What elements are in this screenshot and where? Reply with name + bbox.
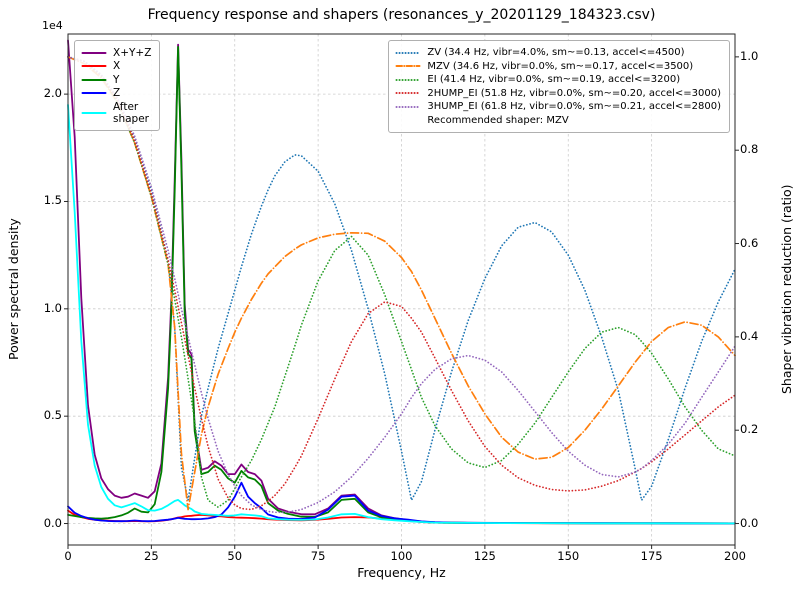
legend-line-sample [81, 51, 107, 54]
legend-label-z: Z [113, 87, 121, 99]
legend-item-3hump_ei: 3HUMP_EI (61.8 Hz, vibr=0.0%, sm~=0.21, … [395, 101, 721, 113]
y-left-tick-label: 1.5 [43, 193, 62, 208]
y-left-offset-text: 1e4 [42, 19, 63, 32]
legend-line-sample [81, 92, 107, 94]
curve-mzv [67, 56, 736, 511]
x-tick-label: 100 [390, 549, 413, 563]
legend-item-y: Y [81, 74, 151, 86]
legend-label-x: X [113, 60, 121, 72]
y-right-tick-label: 0.4 [740, 328, 759, 343]
y-left-tick-label: 2.0 [43, 86, 62, 101]
legend-item-mzv: MZV (34.6 Hz, vibr=0.0%, sm~=0.17, accel… [395, 60, 721, 72]
legend-item-ei: EI (41.4 Hz, vibr=0.0%, sm~=0.19, accel<… [395, 74, 721, 86]
legend-label-2hump_ei: 2HUMP_EI (51.8 Hz, vibr=0.0%, sm~=0.20, … [427, 87, 721, 99]
legend-label-xyz: X+Y+Z [113, 46, 152, 59]
y-right-tick-label: 0.6 [740, 235, 759, 250]
shaper-legend: ZV (34.4 Hz, vibr=4.0%, sm~=0.13, accel<… [388, 40, 730, 133]
legend-label-zv: ZV (34.4 Hz, vibr=4.0%, sm~=0.13, accel<… [427, 47, 685, 58]
x-tick-label: 175 [640, 549, 663, 563]
legend-line-sample [395, 65, 421, 67]
curve-ei [67, 56, 736, 509]
legend-item-recommended-note: Recommended shaper: MZV [395, 114, 721, 126]
legend-item-xyz: X+Y+Z [81, 47, 151, 59]
legend-label-after_shaper: After shaper [113, 100, 150, 125]
legend-line-sample [395, 51, 421, 54]
legend-line-sample [81, 78, 107, 81]
y-right-tick-label: 0.8 [740, 142, 759, 157]
legend-item-x: X [81, 60, 151, 72]
legend-label-y: Y [113, 73, 120, 86]
y-axis-label-right: Shaper vibration reduction (ratio) [779, 184, 794, 395]
legend-item-zv: ZV (34.4 Hz, vibr=4.0%, sm~=0.13, accel<… [395, 47, 721, 59]
curve-z [67, 481, 736, 525]
x-axis-label: Frequency, Hz [357, 565, 446, 580]
x-tick-label: 50 [227, 549, 243, 563]
legend-item-z: Z [81, 87, 151, 99]
x-tick-label: 200 [724, 549, 746, 563]
y-axis-label-left: Power spectral density [6, 218, 21, 361]
legend-line-sample [395, 114, 421, 126]
y-right-tick-label: 1.0 [740, 48, 759, 63]
legend-item-2hump_ei: 2HUMP_EI (51.8 Hz, vibr=0.0%, sm~=0.20, … [395, 87, 721, 99]
legend-label-mzv: MZV (34.6 Hz, vibr=0.0%, sm~=0.17, accel… [427, 60, 694, 72]
legend-line-sample [395, 105, 421, 108]
legend-line-sample [395, 78, 421, 81]
x-tick-label: 150 [557, 549, 580, 563]
legend-line-sample [81, 65, 107, 67]
y-left-tick-label: 1.0 [43, 300, 62, 315]
x-tick-label: 0 [64, 549, 72, 563]
y-left-tick-label: 0.5 [43, 408, 62, 423]
y-left-tick-label: 0.0 [43, 515, 62, 530]
legend-line-sample [81, 111, 107, 114]
curve-2hump_ei [67, 56, 736, 511]
legend-label-recommended-note: Recommended shaper: MZV [427, 114, 569, 126]
y-right-tick-label: 0.0 [740, 515, 759, 530]
legend-line-sample [395, 92, 421, 94]
x-tick-label: 25 [144, 549, 159, 563]
y-right-tick-label: 0.2 [740, 422, 759, 437]
legend-label-ei: EI (41.4 Hz, vibr=0.0%, sm~=0.19, accel<… [427, 74, 681, 85]
curve-after_shaper [67, 104, 736, 525]
x-tick-label: 125 [473, 549, 496, 563]
legend-label-3hump_ei: 3HUMP_EI (61.8 Hz, vibr=0.0%, sm~=0.21, … [427, 101, 721, 112]
x-tick-label: 75 [310, 549, 326, 563]
chart-title: Frequency response and shapers (resonanc… [147, 7, 656, 23]
psd-legend: X+Y+Z X Y Z After shaper [74, 40, 161, 131]
legend-item-after_shaper: After shaper [81, 101, 151, 125]
